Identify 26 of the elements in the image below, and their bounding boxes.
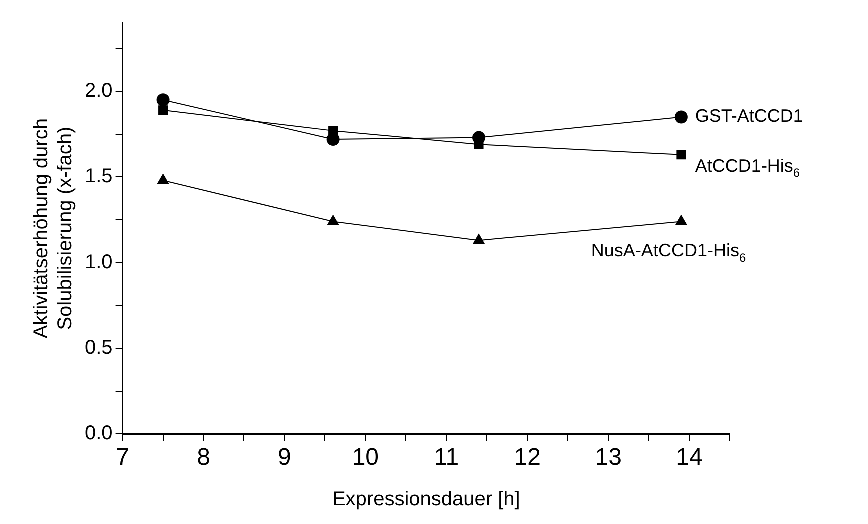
point [158,106,168,116]
point [473,234,485,244]
y-tick-label: 1.0 [84,251,113,274]
point [676,150,686,160]
series-label: GST-AtCCD1 [695,106,804,126]
point [328,215,339,226]
x-tick-label: 9 [278,444,292,472]
x-tick-label: 13 [595,444,622,472]
point [472,131,486,144]
point [676,215,688,226]
y-tick-label: 0.0 [84,422,113,445]
x-tick-label: 10 [352,444,380,472]
y-tick-label: 0.5 [84,337,113,360]
x-axis-title: Expressionsdauer [h] [332,488,520,511]
y-tick-label: 2.0 [84,80,113,102]
y-tick-label: 1.5 [84,166,113,188]
x-tick-label: 8 [197,444,210,472]
point [156,94,170,107]
x-tick-label: 14 [676,444,703,472]
x-tick-label: 12 [514,444,541,472]
x-tick-label: 7 [116,444,130,472]
y-axis-title: Aktivitätserhöhung durch Solubilisierung (x-fach) [30,118,77,339]
x-tick-label: 11 [434,444,460,472]
point [326,133,340,146]
point [158,174,169,184]
point [674,110,688,124]
